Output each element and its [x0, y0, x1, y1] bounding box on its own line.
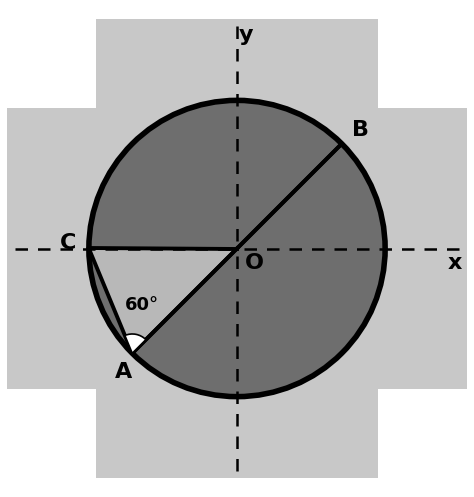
Circle shape — [89, 100, 385, 397]
Wedge shape — [125, 334, 146, 353]
Polygon shape — [132, 144, 342, 353]
Bar — [8, 108, 466, 389]
Text: 60°: 60° — [125, 296, 159, 314]
Text: C: C — [60, 233, 76, 252]
Text: x: x — [447, 253, 462, 273]
Text: y: y — [238, 25, 253, 45]
Text: B: B — [353, 120, 370, 141]
Polygon shape — [89, 248, 237, 353]
Text: A: A — [115, 362, 132, 383]
Bar — [96, 19, 378, 478]
Text: O: O — [245, 253, 264, 273]
